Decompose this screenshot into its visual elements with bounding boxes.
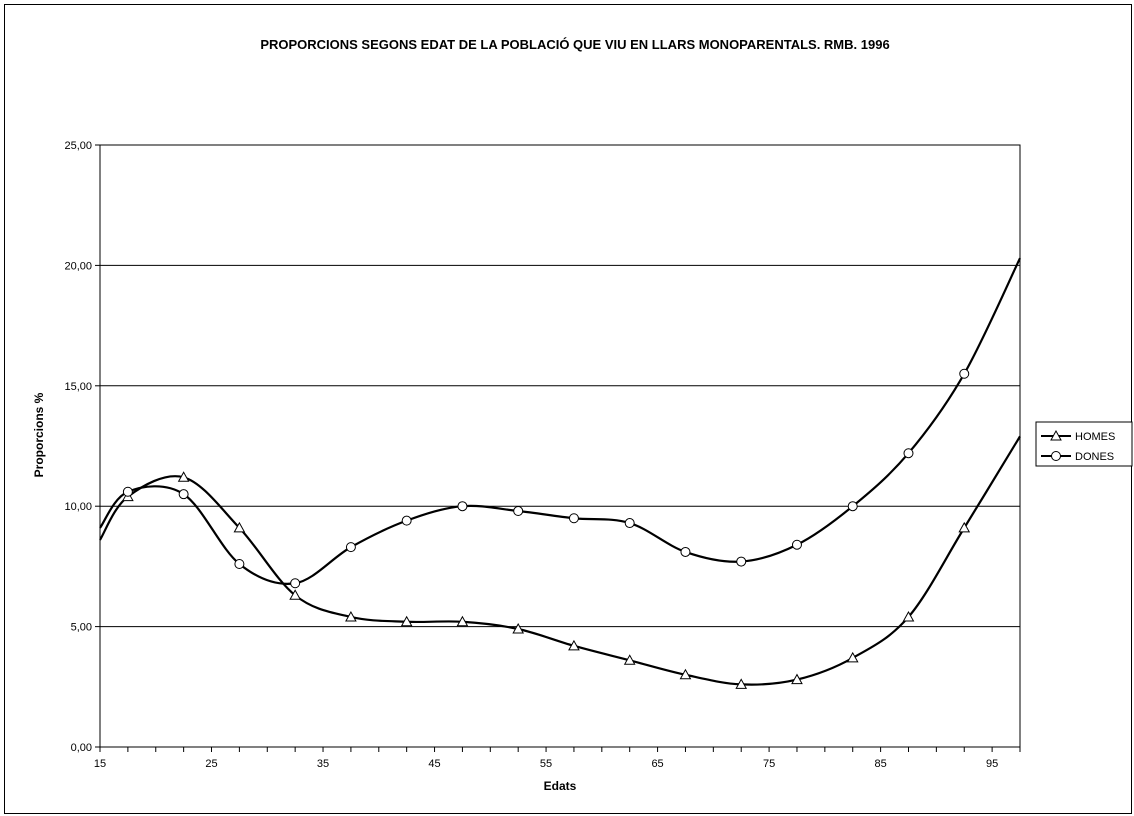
data-point-dones (122, 486, 133, 497)
plot-area (99, 144, 1021, 748)
x-axis-title: Edats (544, 779, 577, 793)
series-layer (99, 257, 1021, 689)
y-axis: 0,00 5,00 10,00 15,00 20,00 25,00 (64, 140, 100, 754)
legend: HOMES DONES (1035, 421, 1133, 467)
y-tick-label: 10,00 (64, 501, 92, 513)
chart-title: PROPORCIONS SEGONS EDAT DE LA POBLACIÓ Q… (260, 37, 889, 52)
data-point-homes (289, 589, 302, 600)
legend-label-homes: HOMES (1075, 431, 1115, 443)
data-point-dones (513, 506, 524, 517)
data-point-dones (345, 542, 356, 553)
data-point-dones (847, 501, 858, 512)
x-tick-label: 65 (651, 758, 663, 770)
x-axis: 15 25 35 45 55 65 75 85 95 (94, 747, 1021, 770)
data-point-homes (456, 615, 469, 627)
x-tick-label: 85 (874, 758, 886, 770)
data-point-homes (345, 610, 357, 622)
gridlines (100, 264, 1020, 628)
x-tick-label: 15 (94, 758, 106, 770)
data-point-dones (959, 368, 970, 379)
data-point-homes (512, 622, 525, 634)
data-point-homes (679, 668, 692, 680)
data-point-dones (624, 518, 635, 529)
data-point-dones (568, 513, 579, 524)
legend-marker-homes (1050, 429, 1062, 441)
x-tick-label: 75 (763, 758, 775, 770)
data-point-dones (401, 515, 412, 526)
data-point-homes (902, 610, 915, 622)
x-tick-label: 45 (428, 758, 440, 770)
y-tick-label: 5,00 (71, 622, 92, 634)
data-point-homes (791, 673, 803, 685)
data-point-homes (958, 521, 971, 533)
chart-frame (4, 4, 1132, 814)
series-line-dones (99, 257, 1021, 585)
data-point-dones (457, 501, 468, 512)
y-tick-label: 20,00 (64, 260, 92, 272)
legend-label-dones: DONES (1075, 451, 1114, 463)
y-tick-label: 25,00 (64, 140, 92, 152)
legend-box (1035, 421, 1133, 467)
data-point-dones (680, 546, 691, 557)
data-point-homes (846, 651, 859, 663)
data-point-dones (903, 448, 914, 459)
x-tick-label: 35 (317, 758, 329, 770)
data-point-dones (178, 489, 189, 500)
data-point-homes (568, 639, 580, 651)
data-point-dones (290, 578, 301, 589)
data-point-homes (735, 678, 748, 689)
y-tick-label: 0,00 (71, 742, 92, 754)
x-tick-label: 95 (986, 758, 998, 770)
data-point-homes (177, 471, 190, 482)
data-point-dones (234, 558, 245, 569)
legend-marker-dones (1051, 451, 1061, 461)
data-point-homes (623, 654, 636, 665)
x-tick-label: 25 (205, 758, 217, 770)
x-tick-label: 55 (540, 758, 552, 770)
data-point-dones (736, 556, 747, 567)
data-point-homes (400, 615, 413, 627)
data-point-dones (791, 539, 802, 550)
y-tick-label: 15,00 (64, 381, 92, 393)
data-point-homes (233, 521, 246, 533)
y-axis-title: Proporcions % (32, 392, 46, 477)
